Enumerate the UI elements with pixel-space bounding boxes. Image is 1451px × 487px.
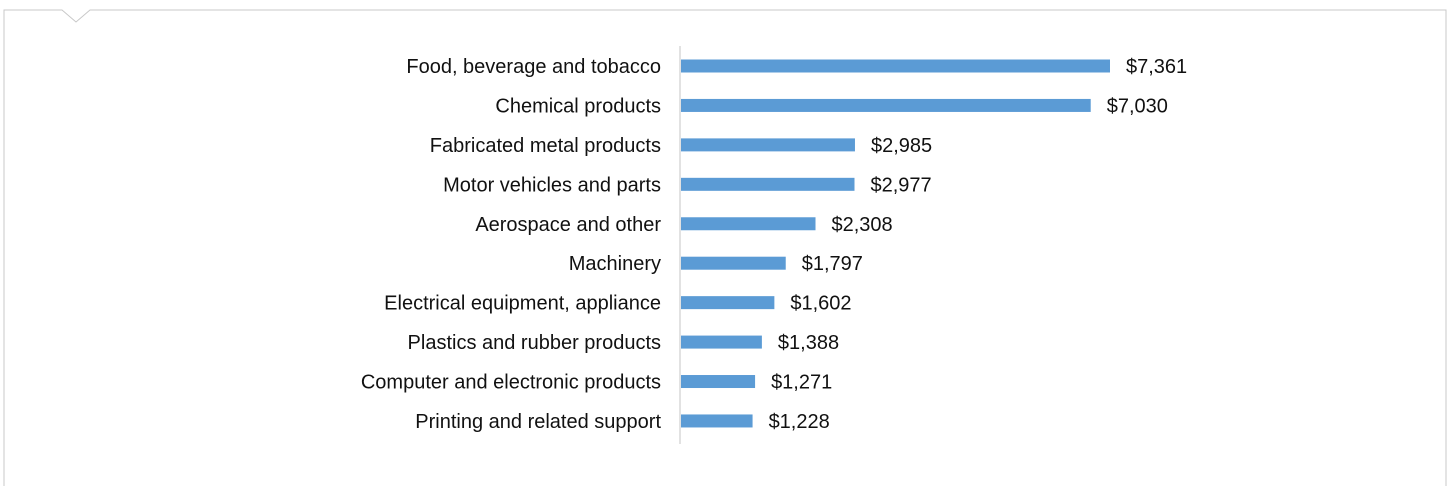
bar-8 (681, 375, 756, 389)
bar-5 (681, 256, 786, 270)
bar-1 (681, 98, 1091, 112)
bar-2 (681, 138, 855, 152)
category-labels-group: Food, beverage and tobacco Chemical produ… (361, 56, 662, 433)
value-label-5: $1,797 (802, 253, 863, 275)
bar-7 (681, 335, 762, 349)
category-label-0: Food, beverage and tobacco (406, 56, 661, 78)
value-label-7: $1,388 (778, 332, 839, 354)
category-label-1: Chemical products (495, 95, 661, 117)
value-label-1: $7,030 (1107, 95, 1168, 117)
chart-frame (3, 9, 1447, 486)
bar-3 (681, 177, 855, 191)
bar-0 (681, 59, 1110, 73)
value-labels-group: $7,361 $7,030 $2,985 $2,977 $2,308 $1,797 $1,6… (769, 56, 1188, 433)
value-label-9: $1,228 (769, 411, 830, 433)
value-label-8: $1,271 (771, 372, 832, 394)
value-label-4: $2,308 (832, 214, 893, 236)
bars-group (681, 59, 1110, 428)
value-label-6: $1,602 (790, 293, 851, 315)
category-label-7: Plastics and rubber products (408, 332, 661, 354)
value-label-2: $2,985 (871, 135, 932, 157)
bar-4 (681, 217, 816, 231)
category-label-2: Fabricated metal products (430, 135, 661, 157)
category-label-4: Aerospace and other (475, 214, 661, 236)
category-label-8: Computer and electronic products (361, 372, 661, 394)
value-label-3: $2,977 (870, 174, 931, 196)
bar-9 (681, 414, 753, 428)
bar-6 (681, 296, 775, 310)
value-label-0: $7,361 (1126, 56, 1187, 78)
category-label-5: Machinery (569, 253, 661, 275)
category-label-3: Motor vehicles and parts (443, 174, 661, 196)
category-label-6: Electrical equipment, appliance (384, 293, 661, 315)
category-label-9: Printing and related support (415, 411, 661, 433)
